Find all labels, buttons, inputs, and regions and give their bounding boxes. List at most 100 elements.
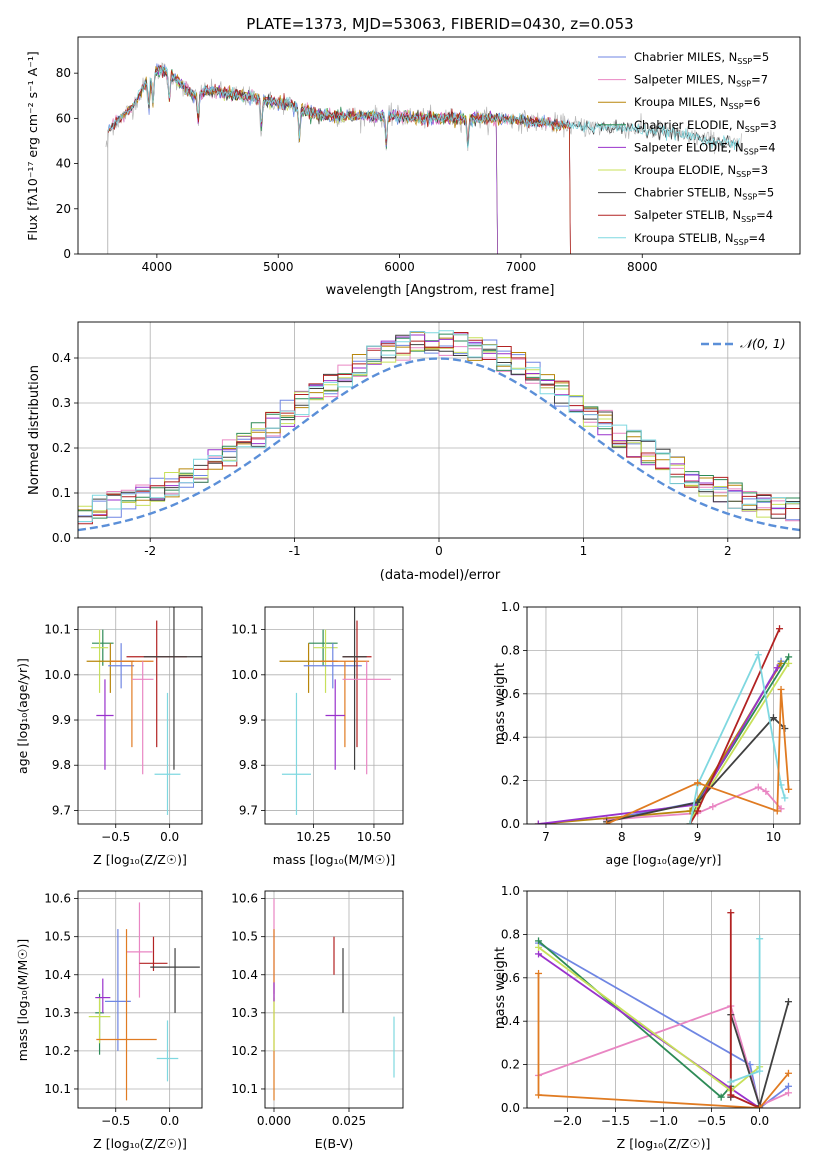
legend-entry: Salpeter MILES, NSSP=7 xyxy=(634,73,768,89)
y-tick-label: 0.2 xyxy=(52,441,71,455)
mass-weight-marker xyxy=(784,1069,792,1077)
mass-weight-vs-z-panel: −2.0 −1.5 −1.0 −0.5 0.0 0.0 0.2 0.4 0.6 0.8 1.0 Z [… xyxy=(501,884,801,1151)
legend-entry: Chabrier STELIB, NSSP=5 xyxy=(634,186,774,202)
histogram-kroupa-stelib xyxy=(78,330,800,522)
axes-frame xyxy=(77,890,203,1109)
mass-weight-marker xyxy=(784,1082,792,1090)
mass-weight-marker xyxy=(603,820,611,824)
residuals-ylabel: Normed distribution xyxy=(27,365,42,495)
legend-entry: Kroupa STELIB, NSSP=4 xyxy=(634,231,765,247)
y-tick-label: 0.4 xyxy=(52,351,71,365)
mass-weight-marker xyxy=(754,651,762,659)
mass-weight-z-ylabel: mass weight xyxy=(493,947,508,1029)
y-tick-label: 1.0 xyxy=(501,884,520,898)
y-tick-label: 0.0 xyxy=(501,817,520,831)
histogram-chabrier-elodie xyxy=(78,333,800,519)
y-tick-label: 0.4 xyxy=(501,730,520,744)
spectrum-model-kroupa-elodie xyxy=(144,65,498,254)
x-tick-label: −2.0 xyxy=(553,1114,582,1128)
mass-weight-marker xyxy=(784,998,792,1006)
panel-xlabel: Z [log₁₀(Z/Z☉)] xyxy=(93,1136,187,1151)
y-tick-label: 0.3 xyxy=(52,396,71,410)
x-tick-label: 0.0 xyxy=(750,1114,769,1128)
spectrum-xlabel: wavelength [Angstrom, rest frame] xyxy=(326,283,555,298)
mass-weight-line-salpeter-miles xyxy=(538,1004,789,1108)
y-tick-label: 60 xyxy=(56,111,71,125)
x-tick-label: −1.5 xyxy=(601,1114,630,1128)
y-tick-label: 0.4 xyxy=(501,1014,520,1028)
mass-weight-marker xyxy=(777,685,785,693)
x-tick-label: 8 xyxy=(618,830,626,844)
axes-frame xyxy=(77,321,801,539)
mass-weight-marker xyxy=(769,714,777,722)
y-tick-label: 10.6 xyxy=(44,892,71,906)
spectrum-model-chabrier-elodie xyxy=(144,68,498,254)
y-tick-label: 0.6 xyxy=(501,971,520,985)
y-tick-label: 10.3 xyxy=(44,1006,71,1020)
normal-curve xyxy=(78,357,800,532)
plot-area xyxy=(535,909,792,1108)
mass-weight-marker xyxy=(773,807,781,815)
x-tick-label: 0.0 xyxy=(160,1114,179,1128)
mass-weight-marker xyxy=(686,820,694,824)
x-tick-label: −0.5 xyxy=(101,830,130,844)
mass-weight-marker xyxy=(694,779,702,787)
x-tick-label: 6000 xyxy=(384,260,415,274)
mass-weight-marker xyxy=(785,659,793,667)
legend-entry: Chabrier ELODIE, NSSP=3 xyxy=(634,118,777,134)
mass-weight-vs-age-panel: 7 8 9 10 0.0 0.2 0.4 0.6 0.8 1.0 age [log₁₀(age/yr… xyxy=(501,600,801,867)
y-tick-label: 10.1 xyxy=(44,1082,71,1096)
mass-weight-marker xyxy=(535,969,543,977)
panel-xlabel: age [log₁₀(age/yr)] xyxy=(606,852,722,867)
y-tick-label: 20 xyxy=(56,202,71,216)
legend-entry: Chabrier MILES, NSSP=5 xyxy=(634,50,769,66)
legend-entry: Salpeter STELIB, NSSP=4 xyxy=(634,208,773,224)
spectrum-model-kroupa-stelib xyxy=(107,66,740,151)
mass-vs-ebv-panel: 0.000 0.025 10.1 10.2 10.3 10.4 10.5 10.6 E(B-V) xyxy=(231,890,404,1151)
y-tick-label: 9.8 xyxy=(239,758,258,772)
y-tick-label: 10.2 xyxy=(44,1044,71,1058)
spectrum-model-salpeter-miles xyxy=(108,64,571,254)
mass-weight-marker xyxy=(784,1089,792,1097)
x-tick-label: 4000 xyxy=(142,260,173,274)
panel-xlabel: E(B-V) xyxy=(315,1136,354,1151)
mass-weight-marker xyxy=(535,937,543,945)
mass-weight-line-orange xyxy=(537,973,790,1108)
mass-weight-marker xyxy=(756,935,764,943)
mass-weight-marker xyxy=(727,1091,735,1099)
spectrum-data-line xyxy=(105,62,742,155)
plot-area xyxy=(88,902,200,1101)
x-tick-label: 9 xyxy=(694,830,702,844)
mass-weight-marker xyxy=(781,794,789,802)
mass-weight-marker xyxy=(776,625,784,633)
spectrum-model-kroupa-miles xyxy=(108,65,571,254)
y-tick-label: 10.1 xyxy=(231,623,258,637)
x-tick-label: 0.000 xyxy=(257,1114,291,1128)
panel-xlabel: Z [log₁₀(Z/Z☉)] xyxy=(93,852,187,867)
x-tick-label: 5000 xyxy=(263,260,294,274)
spectrum-panel: 4000 5000 6000 7000 8000 0 20 40 60 80 Flux [fλ10⁻… xyxy=(25,36,801,274)
mass-weight-marker xyxy=(727,909,735,917)
y-tick-label: 0.1 xyxy=(52,486,71,500)
y-tick-label: 10.2 xyxy=(231,1044,258,1058)
mass-weight-marker xyxy=(727,1078,735,1086)
axes-frame xyxy=(526,606,801,825)
y-tick-label: 10.4 xyxy=(231,968,258,982)
y-tick-label: 10.4 xyxy=(44,968,71,982)
x-tick-label: 1 xyxy=(580,544,588,558)
mass-weight-marker xyxy=(777,659,785,667)
mass-vs-z-panel: −0.5 0.0 10.1 10.2 10.3 10.4 10.5 10.6 Z [log₁₀(… xyxy=(15,890,203,1151)
x-tick-label: −0.5 xyxy=(697,1114,726,1128)
x-tick-label: −0.5 xyxy=(101,1114,130,1128)
y-tick-label: 10.5 xyxy=(44,930,71,944)
x-tick-label: 10.50 xyxy=(357,830,391,844)
mass-weight-marker xyxy=(756,1067,764,1075)
y-tick-label: 0.0 xyxy=(501,1101,520,1115)
mass-weight-marker xyxy=(777,805,785,813)
y-tick-label: 0.8 xyxy=(501,643,520,657)
x-tick-label: 0 xyxy=(435,544,443,558)
residuals-panel: -2 -1 0 1 2 0.0 0.1 0.2 0.3 0.4 𝒩(0, 1) xyxy=(52,321,801,558)
spectrum-legend: Chabrier MILES, NSSP=5 Salpeter MILES, NS… xyxy=(598,50,777,247)
y-tick-label: 9.7 xyxy=(52,803,71,817)
